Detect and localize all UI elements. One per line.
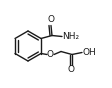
Text: O: O	[68, 65, 75, 75]
Text: NH₂: NH₂	[62, 32, 80, 41]
Text: OH: OH	[83, 48, 96, 57]
Text: O: O	[46, 50, 54, 59]
Text: O: O	[48, 15, 55, 24]
